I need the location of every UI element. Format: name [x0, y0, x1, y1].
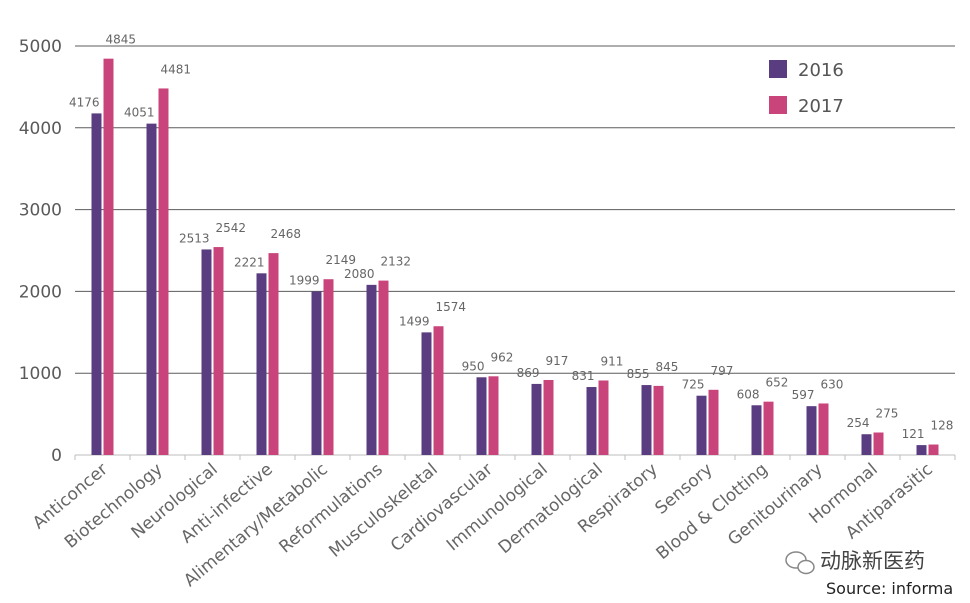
bar-2016 [146, 123, 157, 455]
data-label-2016: 608 [737, 387, 760, 401]
bar-2017 [653, 385, 664, 455]
bar-2017 [488, 376, 499, 455]
bar-2017 [158, 88, 169, 456]
bar-2016 [641, 385, 652, 455]
bar-2016 [916, 445, 927, 455]
data-label-2016: 254 [847, 416, 870, 430]
legend-swatch-2017 [769, 96, 787, 114]
bar-2017 [213, 247, 224, 455]
bar-2016 [751, 405, 762, 455]
y-tick-label: 3000 [19, 201, 62, 221]
category-label: Biotechnology [61, 460, 167, 553]
data-label-2017: 2542 [216, 221, 247, 235]
legend-label-2016: 2016 [798, 60, 844, 81]
bar-2016 [806, 406, 817, 455]
data-label-2017: 2132 [381, 255, 412, 269]
data-label-2016: 1499 [399, 314, 430, 328]
watermark-text: 动脉新医药 [820, 549, 925, 573]
bar-2016 [421, 332, 432, 455]
data-label-2016: 2513 [179, 231, 210, 245]
x-axis-ticks [74, 455, 956, 460]
bar-2016 [311, 291, 322, 455]
data-label-2017: 275 [876, 407, 899, 421]
bar-2016 [201, 249, 212, 455]
data-label-2016: 597 [792, 388, 815, 402]
y-tick-label: 4000 [19, 119, 62, 139]
category-label: Genitourinary [724, 460, 826, 550]
data-label-2016: 725 [682, 378, 705, 392]
bar-2016 [366, 284, 377, 455]
bar-2016 [256, 273, 267, 455]
data-label-2016: 831 [572, 369, 595, 383]
bar-2017 [928, 444, 939, 455]
data-label-2017: 911 [601, 354, 624, 368]
bar-2017 [598, 380, 609, 455]
bar-2017 [708, 389, 719, 455]
y-tick-label: 0 [51, 446, 62, 466]
bar-2016 [91, 113, 102, 455]
watermark: 动脉新医药 [785, 549, 925, 575]
bar-2017 [378, 280, 389, 455]
data-label-2017: 2468 [271, 227, 302, 241]
wechat-icon [785, 551, 815, 575]
data-label-2016: 950 [462, 359, 485, 373]
data-label-2017: 128 [931, 419, 954, 433]
bar-2016 [476, 377, 487, 455]
data-label-2017: 630 [821, 377, 844, 391]
data-label-2017: 4845 [106, 33, 137, 47]
bar-2017 [873, 432, 884, 455]
data-label-2017: 845 [656, 360, 679, 374]
data-label-2017: 797 [711, 364, 734, 378]
bar-2017 [763, 401, 774, 455]
data-label-2016: 4176 [69, 95, 100, 109]
data-label-2016: 121 [902, 427, 925, 441]
legend: 2016 2017 [769, 60, 844, 117]
data-label-2017: 917 [546, 354, 569, 368]
bar-2017 [818, 403, 829, 455]
y-tick-label: 5000 [19, 37, 62, 57]
data-labels: 4176 4845 4051 4481 2513 2542 2221 2468 1999 2149… [69, 33, 953, 441]
data-label-2017: 962 [491, 350, 514, 364]
legend-label-2017: 2017 [798, 96, 844, 117]
bar-2017 [323, 279, 334, 455]
bar-2017 [268, 253, 279, 455]
data-label-2016: 1999 [289, 273, 320, 287]
bar-2016 [861, 434, 872, 455]
y-tick-label: 1000 [19, 364, 62, 384]
data-label-2016: 855 [627, 367, 650, 381]
data-label-2016: 2221 [234, 255, 265, 269]
bar-2016 [696, 395, 707, 455]
data-label-2016: 869 [517, 366, 540, 380]
bar-2017 [103, 58, 114, 455]
y-axis-ticks: 0 1000 2000 3000 4000 5000 [19, 37, 62, 466]
data-label-2017: 4481 [161, 62, 192, 76]
data-label-2016: 2080 [344, 267, 375, 281]
data-label-2017: 2149 [326, 253, 357, 267]
y-tick-label: 2000 [19, 282, 62, 302]
legend-swatch-2016 [769, 60, 787, 78]
bar-2017 [543, 379, 554, 455]
bar-2017 [433, 326, 444, 455]
bars [91, 58, 939, 456]
data-label-2017: 652 [766, 376, 789, 390]
data-label-2016: 4051 [124, 106, 155, 120]
data-label-2017: 1574 [436, 300, 467, 314]
bar-2016 [531, 383, 542, 455]
bar-2016 [586, 387, 597, 455]
source-text: Source: informa [826, 579, 953, 598]
